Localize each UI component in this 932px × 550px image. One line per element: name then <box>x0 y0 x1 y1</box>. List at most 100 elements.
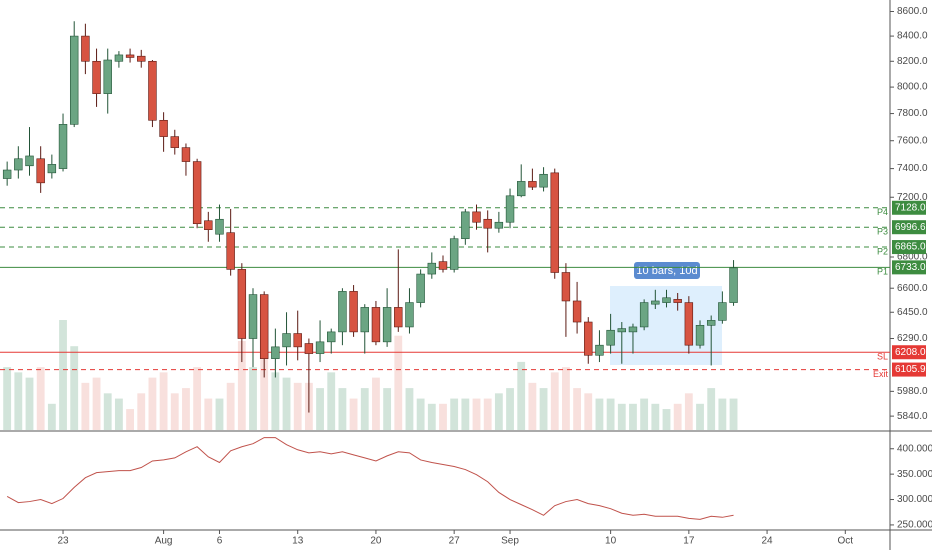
x-tick-label: 20 <box>370 536 382 547</box>
candle-body <box>595 344 604 356</box>
level-name: P4 <box>877 207 888 217</box>
volume-bar <box>372 377 380 430</box>
y-tick-label: 6450.0 <box>897 307 928 318</box>
x-tick-label: Sep <box>501 536 519 547</box>
candle-body <box>259 294 269 359</box>
volume-bar <box>70 346 79 430</box>
volume-bar <box>439 403 447 430</box>
volume-bar <box>126 409 134 430</box>
y-tick-label: 6800.0 <box>897 252 928 263</box>
candle-body <box>651 300 660 305</box>
volume-bar <box>249 367 257 430</box>
volume-bar <box>81 382 90 430</box>
candle-body <box>584 321 593 356</box>
candle-body <box>271 346 280 359</box>
volume-bar <box>237 340 246 430</box>
y-tick-label: 8600.0 <box>897 6 928 17</box>
volume-bar <box>114 398 123 430</box>
candle-body <box>36 158 45 184</box>
x-tick-label: 10 <box>605 536 617 547</box>
candle-body <box>81 35 90 62</box>
volume-bar <box>550 372 559 430</box>
y-tick-label: 7800.0 <box>897 108 928 119</box>
candle-body <box>282 333 291 348</box>
volume-bar <box>416 398 425 430</box>
candle-body <box>125 54 135 58</box>
candle-body <box>528 181 537 188</box>
y-tick-label: 8200.0 <box>897 56 928 67</box>
y-tick-label: 7200.0 <box>897 192 928 203</box>
volume-bar <box>640 398 649 430</box>
indicator-line <box>6 437 734 520</box>
candle-body <box>706 320 716 326</box>
volume-bar <box>506 388 514 430</box>
volume-bar <box>573 388 582 430</box>
range-label-box <box>634 262 700 279</box>
candle-body <box>729 267 738 303</box>
volume-bar <box>718 398 727 430</box>
volume-bar <box>349 398 358 430</box>
candle-body <box>673 299 682 303</box>
candle-body <box>494 221 504 229</box>
candle-body <box>449 238 459 270</box>
volume-bar <box>271 372 280 430</box>
candle-body <box>427 262 437 275</box>
candle-body <box>58 124 68 169</box>
candle-body <box>517 181 526 197</box>
volume-bar <box>59 320 67 430</box>
y-tick-label: 7600.0 <box>897 135 928 146</box>
volume-bar <box>450 398 459 430</box>
candle-body <box>69 35 79 125</box>
volume-bar <box>696 403 704 430</box>
candle-body <box>338 291 347 333</box>
y-tick-label: 6600.0 <box>897 283 928 294</box>
y2-tick-label: 300.0000 <box>897 494 932 505</box>
volume-bar <box>494 393 503 430</box>
candle-body <box>215 218 224 235</box>
volume-bar <box>517 361 526 430</box>
volume-bar <box>170 393 179 430</box>
candle-body <box>14 158 23 171</box>
candle-body <box>550 172 559 273</box>
volume-bar <box>159 372 168 430</box>
volume-bar <box>729 398 738 430</box>
level-label-box <box>892 240 926 255</box>
level-name: P2 <box>877 246 888 256</box>
candle-body <box>617 328 627 333</box>
candle-body <box>103 59 112 94</box>
candle-body <box>25 155 34 167</box>
volume-bar <box>148 377 157 430</box>
y-tick-label: 5840.0 <box>897 411 928 422</box>
range-label: 10 bars, 10d <box>636 265 697 277</box>
x-tick-label: Aug <box>155 536 173 547</box>
x-tick-label: 17 <box>683 536 695 547</box>
volume-bar <box>226 382 235 430</box>
y2-tick-label: 400.0000 <box>897 443 932 454</box>
y2-tick-label: 350.0000 <box>897 469 932 480</box>
candle-body <box>472 211 481 223</box>
level-name: SL <box>877 352 888 362</box>
volume-bar <box>137 393 146 430</box>
y-tick-label: 6290.0 <box>897 333 928 344</box>
volume-bar <box>360 388 369 430</box>
volume-bar <box>14 372 23 430</box>
candle-body <box>226 232 235 270</box>
candle-body <box>684 302 694 346</box>
volume-bar <box>316 388 324 430</box>
volume-bar <box>383 388 392 430</box>
candle-body <box>505 195 515 223</box>
volume-bar <box>327 372 336 430</box>
candle-body <box>304 343 314 354</box>
volume-bar <box>103 393 112 430</box>
y-tick-label: 5980.0 <box>897 386 928 397</box>
level-label-box <box>892 200 926 215</box>
level-label-box <box>892 260 926 275</box>
volume-bar <box>92 377 101 430</box>
candle-body <box>349 291 358 333</box>
volume-bar <box>282 377 291 430</box>
level-name: P1 <box>877 267 888 277</box>
candle-body <box>539 173 548 188</box>
volume-bar <box>673 403 682 430</box>
candle-body <box>148 60 157 121</box>
level-name: P3 <box>877 227 888 237</box>
